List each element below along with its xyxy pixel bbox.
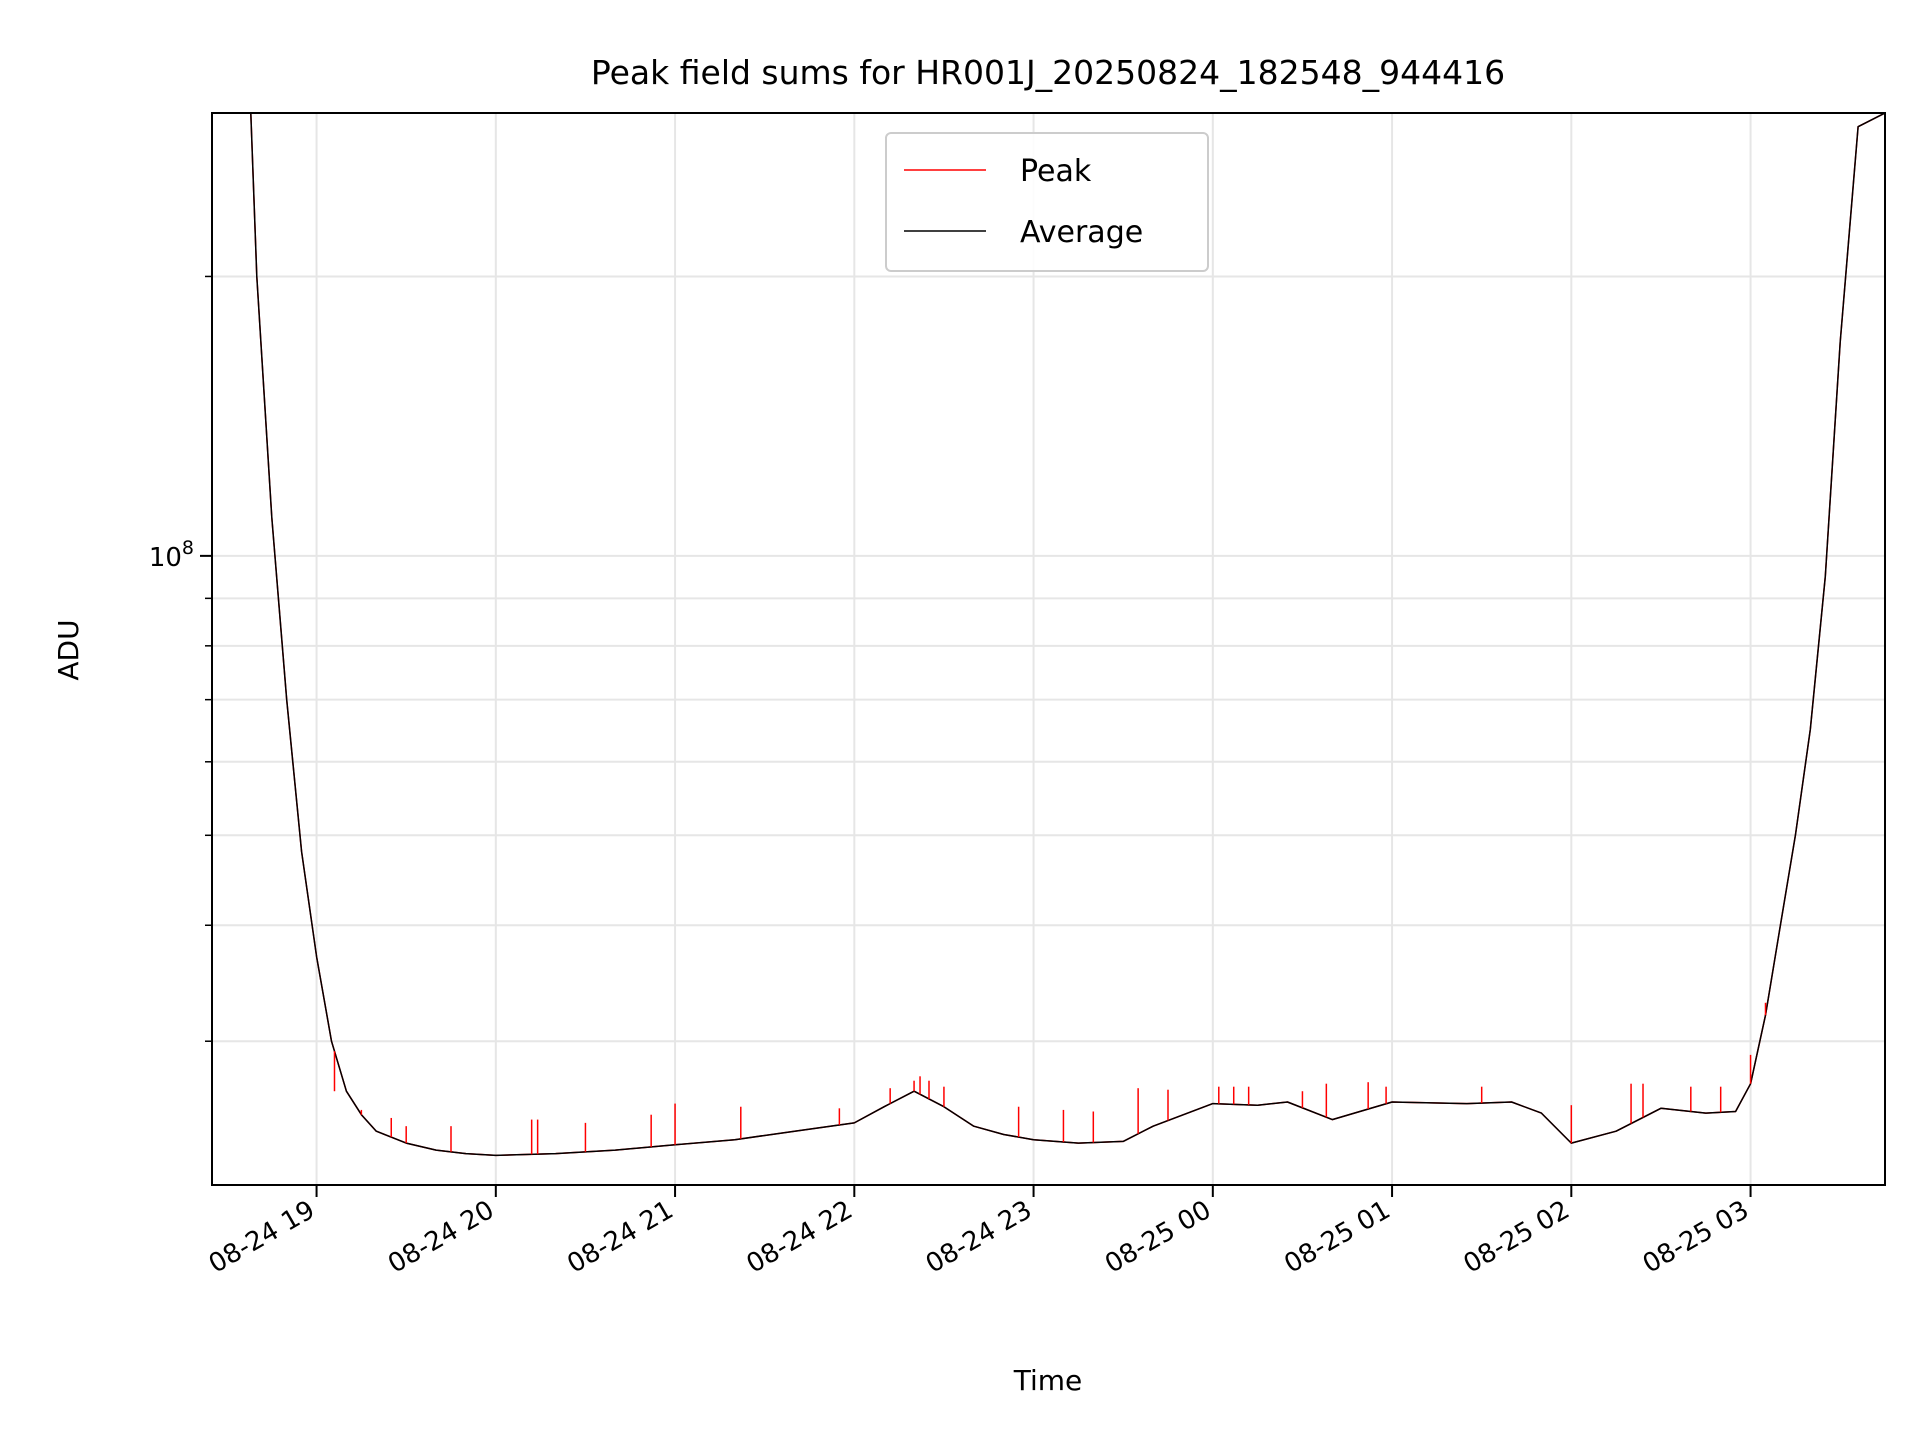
y-axis-label: ADU (52, 619, 85, 680)
series-layer (212, 113, 1885, 1157)
legend-average-label: Average (1020, 215, 1143, 250)
y-axis: 108 (149, 275, 212, 1042)
y-tick-label: 108 (149, 537, 194, 573)
legend-peak-label: Peak (1020, 154, 1092, 189)
plot-frame (211, 112, 1886, 1186)
legend-box (885, 132, 1209, 272)
chart-title: Peak field sums for HR001J_20250824_1825… (591, 53, 1505, 92)
grid-layer (212, 113, 1885, 1185)
x-axis-label: Time (1013, 1364, 1083, 1397)
legend: Peak Average (885, 132, 1209, 272)
plot-area (212, 113, 1885, 1157)
